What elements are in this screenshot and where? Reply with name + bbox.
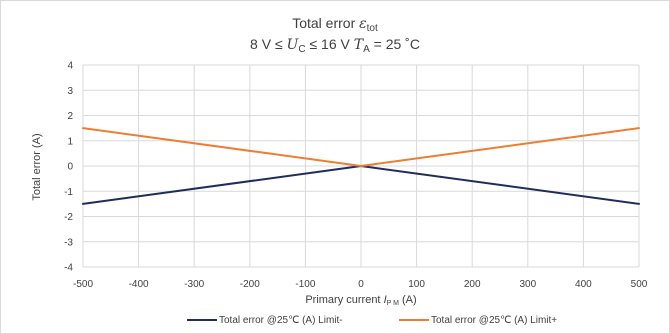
x-axis-title: Primary current IP M (A) bbox=[305, 294, 416, 307]
x-tick-label: 100 bbox=[408, 279, 425, 290]
y-tick-label: 3 bbox=[67, 86, 73, 97]
series-line-1 bbox=[82, 127, 640, 167]
y-tick-label: 4 bbox=[67, 61, 73, 72]
y-tick-label: 0 bbox=[67, 162, 73, 173]
x-tick-label: 200 bbox=[464, 279, 481, 290]
y-tick-label: -2 bbox=[64, 212, 73, 223]
chart-title-line-1: Total error εtot bbox=[292, 15, 378, 34]
chart-title-line-2: 8 V ≤ UC ≤ 16 V TA = 25 ˚C bbox=[250, 36, 420, 55]
x-tick-label: -300 bbox=[184, 279, 204, 290]
x-tick-label: -400 bbox=[129, 279, 149, 290]
legend: Total error @25℃ (A) Limit- Total error @… bbox=[187, 315, 557, 326]
x-tick-label: 400 bbox=[575, 279, 592, 290]
y-tick-label: 2 bbox=[67, 111, 73, 122]
x-tick-label: -500 bbox=[73, 279, 93, 290]
y-tick-label: -3 bbox=[64, 237, 73, 248]
y-tick-label: 1 bbox=[67, 136, 73, 147]
x-tick-label: -200 bbox=[240, 279, 260, 290]
series-lines bbox=[82, 127, 640, 205]
tick-labels: -4 -3 -2 -1 0 1 2 3 4 -500 -400 -300 -200 -100 0 100 200… bbox=[64, 61, 648, 291]
x-tick-label: 500 bbox=[631, 279, 648, 290]
y-tick-label: -1 bbox=[64, 187, 73, 198]
x-tick-label: -100 bbox=[295, 279, 315, 290]
legend-label-0: Total error @25℃ (A) Limit- bbox=[219, 315, 343, 326]
y-tick-label: -4 bbox=[64, 263, 73, 274]
x-tick-label: 300 bbox=[519, 279, 536, 290]
y-axis-title: Total error (A) bbox=[31, 133, 43, 200]
x-tick-label: 0 bbox=[358, 279, 364, 290]
legend-label-1: Total error @25℃ (A) Limit+ bbox=[431, 315, 557, 326]
